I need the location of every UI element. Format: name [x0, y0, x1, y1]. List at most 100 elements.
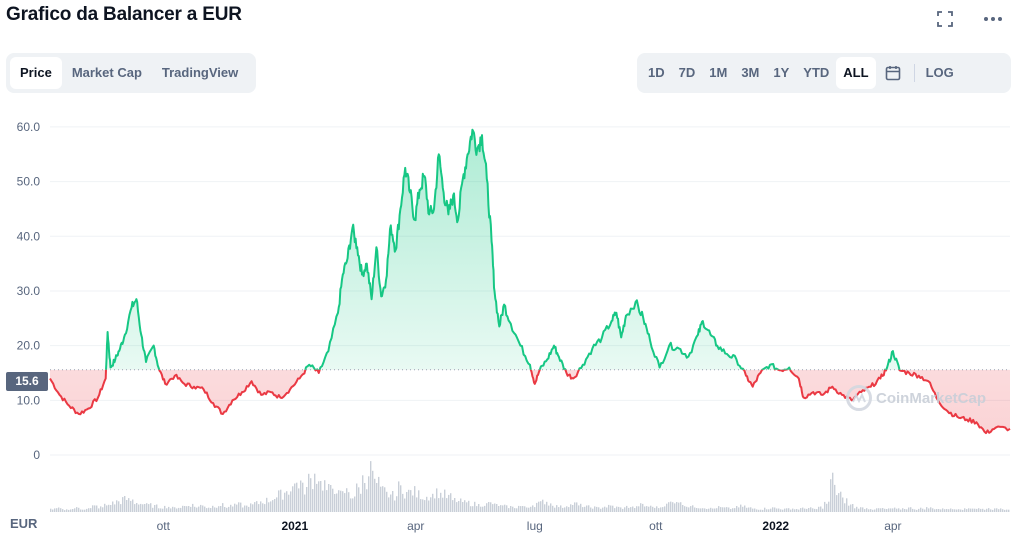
volume-bar [908, 507, 910, 512]
volume-bar [142, 504, 144, 512]
tab-tradingview[interactable]: TradingView [161, 65, 239, 80]
range-ytd[interactable]: YTD [803, 65, 830, 80]
range-3m[interactable]: 3M [741, 65, 760, 80]
volume-bar [750, 507, 752, 512]
volume-bar [644, 506, 646, 512]
range-1m[interactable]: 1M [709, 65, 728, 80]
volume-bar [774, 507, 776, 512]
volume-bar [720, 507, 722, 512]
volume-bar [148, 504, 150, 512]
volume-bar [806, 508, 808, 512]
volume-bar [208, 507, 210, 512]
volume-bar [338, 490, 340, 512]
volume-bar [616, 506, 618, 512]
volume-bar [706, 509, 708, 512]
volume-bar [318, 481, 320, 512]
range-divider [913, 64, 915, 82]
volume-bar [832, 472, 834, 512]
calendar-icon[interactable] [876, 57, 910, 89]
volume-bar [332, 488, 334, 512]
volume-bar [518, 505, 520, 512]
volume-bar [870, 509, 872, 512]
volume-bar [1006, 509, 1008, 512]
volume-bar [636, 506, 638, 512]
volume-bar [594, 506, 596, 512]
volume-bar [406, 492, 408, 512]
volume-bar [508, 508, 510, 512]
volume-bar [360, 493, 362, 512]
volume-bar [160, 508, 162, 512]
volume-bar [488, 502, 490, 512]
volume-bar [498, 506, 500, 512]
volume-bar [974, 508, 976, 512]
volume-bar [374, 478, 376, 512]
volume-bar [862, 507, 864, 512]
volume-bar [120, 504, 122, 512]
volume-bar [916, 509, 918, 512]
volume-bar [260, 501, 262, 512]
volume-bar [606, 507, 608, 512]
volume-bar [558, 507, 560, 512]
volume-bar [424, 500, 426, 512]
volume-bar [578, 505, 580, 512]
volume-bar [216, 507, 218, 512]
volume-bar [792, 508, 794, 512]
volume-bar [526, 507, 528, 512]
tab-market-cap[interactable]: Market Cap [71, 65, 142, 80]
volume-bar [178, 507, 180, 512]
volume-bar [532, 505, 534, 512]
volume-bar [312, 489, 314, 512]
volume-bar [556, 505, 558, 512]
volume-bar [210, 508, 212, 512]
volume-bar [448, 494, 450, 512]
volume-bar [936, 509, 938, 512]
volume-bar [366, 489, 368, 512]
volume-bar [804, 508, 806, 512]
volume-bar [876, 508, 878, 512]
volume-bar [136, 503, 138, 512]
range-7d[interactable]: 7D [678, 65, 696, 80]
volume-bar [162, 508, 164, 512]
tab-price[interactable]: Price [10, 57, 62, 89]
volume-bar [348, 492, 350, 512]
volume-bar [522, 506, 524, 512]
volume-bar [778, 508, 780, 512]
volume-bar [740, 504, 742, 512]
range-1y[interactable]: 1Y [773, 65, 790, 80]
volume-bar [364, 483, 366, 512]
volume-bar [712, 508, 714, 512]
volume-bar [486, 503, 488, 512]
volume-bar [438, 498, 440, 512]
range-all[interactable]: ALL [836, 57, 876, 89]
volume-bar [408, 489, 410, 512]
volume-bar [176, 508, 178, 512]
volume-bar [350, 498, 352, 512]
volume-bar [60, 508, 62, 512]
log-toggle[interactable]: LOG [925, 65, 954, 80]
volume-bar [842, 497, 844, 512]
volume-bar [858, 508, 860, 512]
volume-bar [976, 508, 978, 512]
volume-bar [528, 507, 530, 512]
volume-bar [414, 486, 416, 512]
range-1d[interactable]: 1D [648, 65, 665, 80]
more-horizontal-icon[interactable] [982, 10, 1004, 28]
volume-bar [428, 500, 430, 512]
volume-bar [232, 506, 234, 512]
volume-bar [814, 508, 816, 512]
volume-bar [760, 509, 762, 512]
volume-bar [186, 506, 188, 512]
volume-bar [514, 508, 516, 512]
volume-bar [480, 506, 482, 512]
volume-bar [108, 504, 110, 512]
volume-bar [946, 509, 948, 512]
volume-bar [282, 499, 284, 512]
volume-bar [90, 508, 92, 512]
volume-bar [76, 507, 78, 512]
watermark-text: CoinMarketCap [876, 389, 987, 407]
volume-bar [954, 509, 956, 512]
volume-bar [972, 508, 974, 512]
volume-bar [884, 508, 886, 512]
fullscreen-icon[interactable] [934, 10, 956, 28]
volume-bar [820, 506, 822, 512]
